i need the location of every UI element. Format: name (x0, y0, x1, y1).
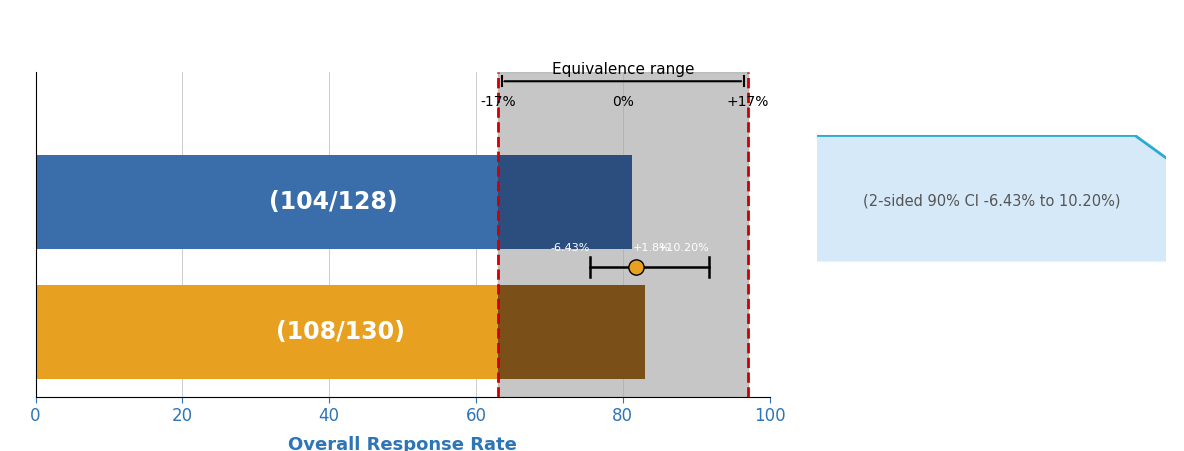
Bar (498, 72, 747, 397)
Text: -6.43%: -6.43% (551, 243, 591, 253)
Text: Equivalence range: Equivalence range (552, 62, 694, 78)
Bar (498, 285, 645, 379)
Text: -17%: -17% (481, 95, 516, 109)
Text: +1.8%: +1.8% (632, 243, 670, 253)
Text: (108/130): (108/130) (276, 320, 405, 344)
Bar (498, 155, 632, 249)
Bar (36, 155, 632, 249)
Text: (2-sided 90% CI -6.43% to 10.20%): (2-sided 90% CI -6.43% to 10.20%) (863, 193, 1120, 208)
Polygon shape (817, 135, 1166, 262)
Text: +17%: +17% (727, 95, 768, 109)
Text: (104/128): (104/128) (270, 190, 398, 214)
X-axis label: Overall Response Rate: Overall Response Rate (288, 437, 517, 451)
Text: 0%: 0% (612, 95, 633, 109)
Bar (36, 285, 645, 379)
Text: +10.20%: +10.20% (657, 243, 709, 253)
